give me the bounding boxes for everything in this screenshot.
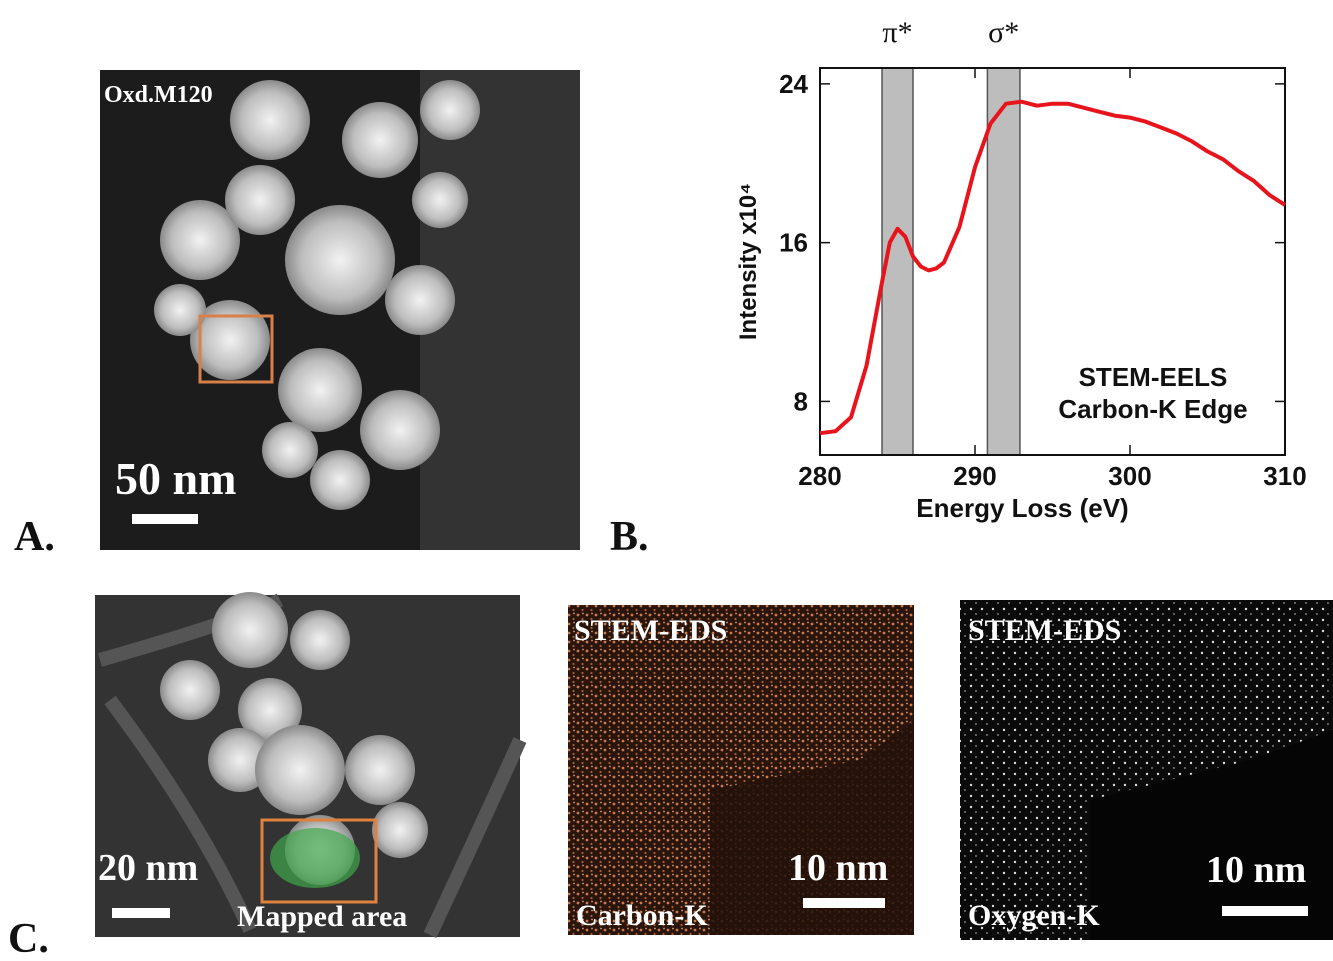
scale-bar: [132, 514, 198, 524]
y-tick-label: 8: [794, 386, 808, 416]
band-label: σ*: [988, 16, 1019, 49]
x-tick-label: 290: [953, 461, 996, 491]
x-axis-label: Energy Loss (eV): [916, 493, 1128, 523]
scale-bar: [1222, 906, 1308, 916]
panel-label: A.: [14, 514, 55, 560]
scale-label: 10 nm: [788, 847, 888, 889]
y-tick-label: 24: [779, 69, 808, 99]
panel-a: Oxd.M120 50 nm A.: [14, 70, 580, 560]
band: [987, 68, 1020, 455]
annotation: STEM-EELS: [1079, 362, 1228, 392]
figure: Oxd.M120 50 nm A. B. π* σ* 8 16 24 280 290 300 3…: [0, 0, 1333, 961]
scale-bar: [803, 898, 885, 908]
eels-chart: π* σ* 8 16 24 280 290 300 310 Energy Loss (eV) Int…: [735, 16, 1307, 523]
caption: Oxygen-K: [968, 899, 1100, 932]
map-title: STEM-EDS: [574, 614, 727, 647]
band-label: π*: [882, 16, 912, 49]
scale-label: 50 nm: [115, 453, 236, 504]
x-tick-label: 300: [1108, 461, 1151, 491]
caption: Mapped area: [237, 900, 407, 933]
mapped-signal: [270, 828, 360, 888]
panel-label: B.: [610, 514, 649, 560]
scale-label: 10 nm: [1206, 849, 1306, 891]
x-tick-label: 310: [1263, 461, 1306, 491]
y-axis-label: Intensity x10⁴: [735, 183, 762, 340]
x-tick-label: 280: [798, 461, 841, 491]
scale-label: 20 nm: [98, 847, 198, 889]
y-tick-label: 16: [779, 228, 808, 258]
annotation: Carbon-K Edge: [1058, 394, 1247, 424]
scale-bar: [112, 908, 170, 918]
panel-c: 20 nm Mapped area STEM-EDS 10 nm Carbon-…: [8, 592, 1333, 961]
caption: Carbon-K: [576, 899, 708, 932]
map-title: STEM-EDS: [968, 614, 1121, 647]
panel-label: C.: [8, 916, 49, 961]
sample-tag: Oxd.M120: [104, 82, 213, 108]
